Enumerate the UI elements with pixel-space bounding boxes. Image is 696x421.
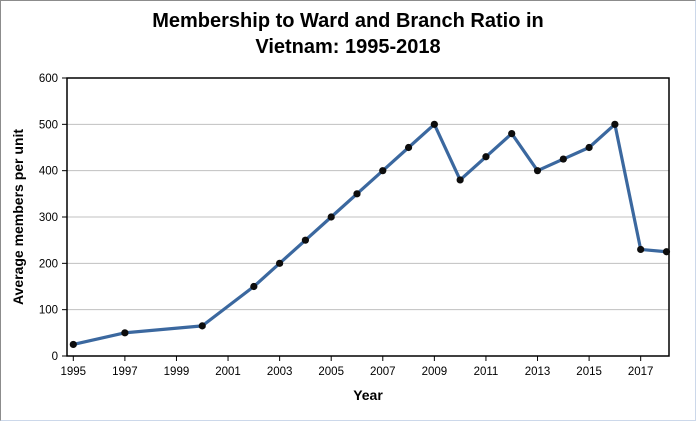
data-point-marker	[637, 245, 645, 254]
data-point-marker	[533, 167, 542, 175]
x-tick-label: 2013	[525, 366, 551, 378]
data-point-marker	[585, 143, 593, 152]
chart-title-line-1: Membership to Ward and Branch Ratio in	[152, 10, 544, 32]
data-point-marker	[121, 329, 129, 337]
data-point-marker	[662, 248, 671, 256]
x-tick-label: 2011	[474, 366, 499, 378]
x-axis-title: Year	[353, 387, 383, 403]
data-point-marker	[430, 120, 438, 128]
y-tick-label: 600	[39, 73, 58, 85]
data-point-marker	[276, 259, 284, 267]
x-tick-label: 2017	[628, 366, 654, 378]
x-tick-label: 2001	[215, 366, 241, 378]
data-point-marker	[301, 236, 310, 244]
data-point-marker	[456, 176, 464, 184]
data-point-marker	[611, 120, 619, 128]
chart-title-line-2: Vietnam: 1995-2018	[255, 36, 441, 58]
x-tick-label: 2003	[267, 366, 293, 378]
chart-title: Membership to Ward and Branch Ratio in V…	[1, 8, 695, 60]
y-tick-label: 0	[52, 351, 58, 363]
x-tick-label: 2005	[318, 366, 344, 378]
data-point-marker	[559, 155, 567, 163]
y-tick-label: 300	[39, 212, 58, 224]
x-tick-label: 2015	[576, 366, 602, 378]
x-tick-label: 2009	[422, 366, 448, 378]
x-tick-label: 2007	[370, 366, 396, 378]
y-tick-label: 200	[39, 258, 58, 270]
y-tick-label: 400	[39, 166, 58, 178]
series-line	[71, 122, 669, 347]
y-tick-label: 100	[39, 305, 58, 317]
y-tick-label: 500	[39, 119, 58, 131]
data-point-marker	[482, 153, 490, 161]
data-point-marker	[404, 143, 413, 152]
x-tick-label: 1997	[112, 366, 138, 378]
data-point-marker	[353, 190, 361, 198]
x-tick-label: 1999	[164, 366, 190, 378]
data-point-marker	[69, 340, 77, 349]
data-point-marker	[508, 130, 516, 138]
data-point-marker	[327, 213, 335, 221]
data-point-marker	[198, 322, 206, 330]
data-point-marker	[379, 167, 387, 175]
data-point-marker	[250, 282, 258, 291]
x-tick-label: 1995	[61, 366, 87, 378]
